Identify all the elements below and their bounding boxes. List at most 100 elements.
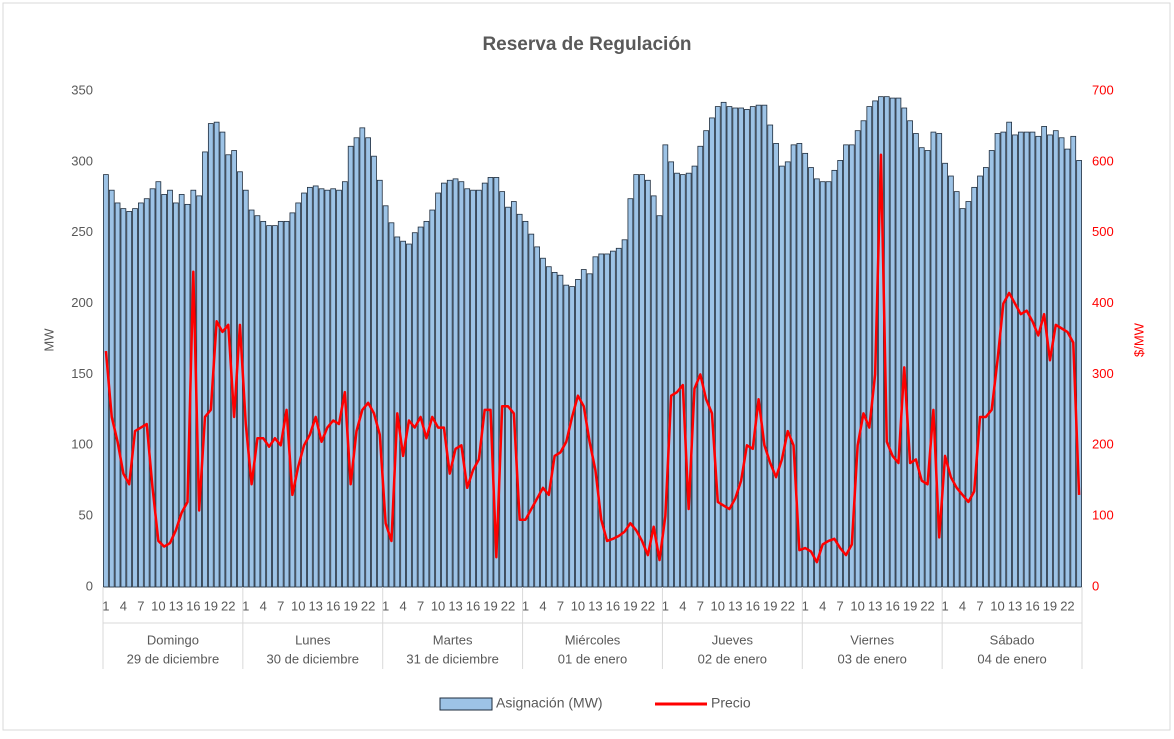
group-day-label: Martes bbox=[433, 632, 473, 647]
bar bbox=[464, 188, 471, 588]
bar bbox=[1023, 131, 1030, 588]
bar bbox=[493, 177, 500, 588]
x-tick-label: 13 bbox=[169, 598, 183, 613]
bar bbox=[749, 106, 756, 588]
bar bbox=[359, 127, 366, 588]
x-tick-label: 4 bbox=[959, 598, 966, 613]
bar bbox=[295, 202, 302, 588]
bar bbox=[1035, 135, 1042, 588]
bar bbox=[1017, 131, 1024, 588]
bar bbox=[1052, 130, 1059, 588]
bar bbox=[656, 215, 663, 588]
x-tick-label: 16 bbox=[885, 598, 899, 613]
bar bbox=[254, 215, 261, 588]
y2-tick-label: 700 bbox=[1092, 82, 1114, 97]
group-date-label: 29 de diciembre bbox=[127, 651, 220, 666]
bar bbox=[755, 104, 762, 588]
bar bbox=[318, 188, 325, 588]
bar bbox=[1000, 131, 1007, 588]
x-tick-label: 22 bbox=[780, 598, 794, 613]
bar bbox=[895, 97, 902, 588]
bar bbox=[172, 202, 179, 588]
bar bbox=[260, 220, 267, 588]
bar bbox=[341, 181, 348, 588]
x-tick-label: 4 bbox=[679, 598, 686, 613]
bar bbox=[429, 209, 436, 588]
y2-tick-label: 0 bbox=[1092, 578, 1099, 593]
x-tick-label: 13 bbox=[728, 598, 742, 613]
legend-label: Precio bbox=[711, 695, 751, 711]
bar bbox=[167, 189, 173, 588]
bar bbox=[866, 106, 873, 588]
x-tick-label: 1 bbox=[941, 598, 948, 613]
bar bbox=[860, 120, 867, 588]
y-tick-label: 0 bbox=[86, 578, 93, 593]
x-tick-label: 1 bbox=[802, 598, 809, 613]
bar bbox=[272, 225, 278, 588]
y-tick-label: 250 bbox=[71, 224, 93, 239]
y2-tick-label: 300 bbox=[1092, 366, 1114, 381]
x-tick-label: 7 bbox=[976, 598, 983, 613]
bar bbox=[814, 178, 820, 588]
bar bbox=[761, 104, 768, 588]
bar bbox=[767, 124, 774, 588]
group-date-label: 01 de enero bbox=[558, 651, 627, 666]
legend-label: Asignación (MW) bbox=[496, 695, 603, 711]
group-date-label: 31 de diciembre bbox=[406, 651, 499, 666]
bar bbox=[446, 179, 453, 588]
bar bbox=[540, 257, 546, 588]
x-tick-label: 10 bbox=[571, 598, 585, 613]
bar bbox=[411, 232, 418, 588]
bar bbox=[1012, 134, 1018, 588]
x-tick-label: 19 bbox=[204, 598, 218, 613]
bar bbox=[149, 188, 156, 588]
x-tick-label: 22 bbox=[221, 598, 235, 613]
bar bbox=[615, 247, 622, 588]
bar bbox=[557, 274, 564, 588]
bar bbox=[645, 179, 651, 588]
bar bbox=[1006, 121, 1013, 588]
bar bbox=[330, 188, 337, 588]
y2-tick-label: 100 bbox=[1092, 508, 1114, 523]
x-tick-label: 16 bbox=[466, 598, 480, 613]
bar bbox=[913, 133, 919, 588]
bar bbox=[394, 236, 401, 588]
group-day-label: Miércoles bbox=[565, 632, 621, 647]
x-tick-label: 13 bbox=[448, 598, 462, 613]
bar bbox=[435, 192, 441, 588]
y-tick-label: 100 bbox=[71, 437, 93, 452]
group-date-label: 02 de enero bbox=[698, 651, 767, 666]
y2-tick-label: 500 bbox=[1092, 224, 1114, 239]
y-tick-label: 200 bbox=[71, 295, 93, 310]
bar bbox=[277, 220, 284, 588]
bar bbox=[487, 177, 494, 588]
bar bbox=[231, 150, 237, 588]
bar bbox=[691, 165, 698, 588]
group-date-label: 03 de enero bbox=[838, 651, 907, 666]
bar bbox=[114, 202, 121, 588]
bar bbox=[417, 226, 424, 588]
x-tick-label: 10 bbox=[291, 598, 305, 613]
group-day-label: Jueves bbox=[712, 632, 754, 647]
x-tick-label: 22 bbox=[501, 598, 515, 613]
bar bbox=[522, 220, 529, 588]
bar bbox=[307, 186, 313, 588]
x-tick-label: 4 bbox=[539, 598, 546, 613]
bar bbox=[848, 144, 855, 588]
bar bbox=[971, 186, 978, 588]
y2-tick-label: 600 bbox=[1092, 153, 1114, 168]
bar bbox=[930, 131, 937, 588]
bar bbox=[738, 107, 744, 588]
bar bbox=[499, 191, 506, 588]
bar bbox=[551, 271, 558, 588]
bar bbox=[161, 194, 168, 588]
x-tick-label: 10 bbox=[850, 598, 864, 613]
bar bbox=[598, 253, 605, 588]
bar bbox=[406, 243, 412, 588]
x-tick-label: 7 bbox=[417, 598, 424, 613]
y2-tick-label: 200 bbox=[1092, 437, 1114, 452]
y2-axis-title: $/MW bbox=[1131, 322, 1146, 357]
bar bbox=[423, 220, 430, 588]
x-tick-label: 22 bbox=[641, 598, 655, 613]
